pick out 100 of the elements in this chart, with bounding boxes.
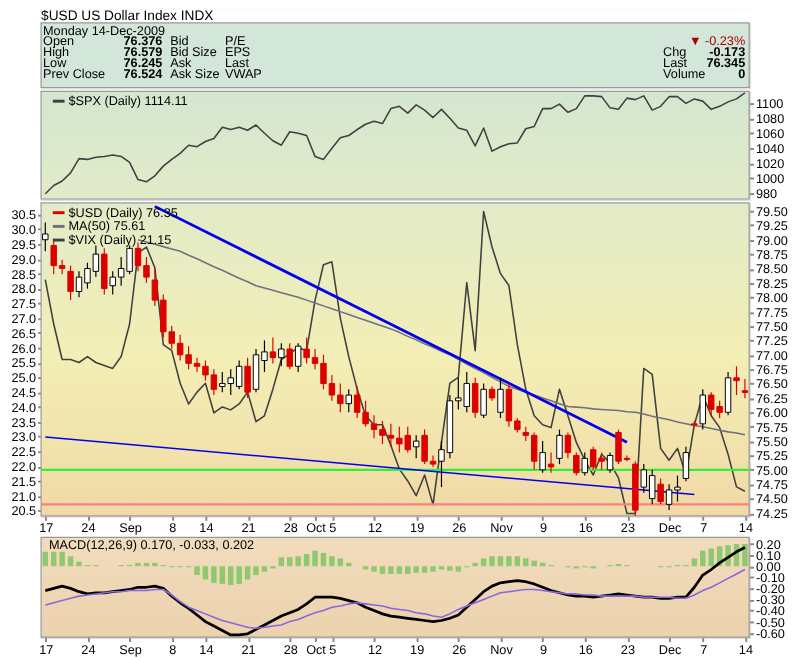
bar [379,566,386,574]
candlestick [379,420,386,445]
candlestick [724,371,732,416]
candlestick [252,348,260,393]
candlestick [733,365,740,396]
candlestick [539,440,546,474]
candlestick [412,434,420,459]
candlestick [345,388,352,413]
candlestick [657,477,664,505]
candlestick [682,446,690,482]
candlestick [707,391,715,416]
candlestick [244,357,251,399]
candlestick [294,342,302,373]
candlestick [286,342,293,370]
bar [514,556,521,567]
candlestick [396,426,403,454]
bar [497,556,504,567]
candlestick [134,242,142,272]
line-series [137,238,746,436]
candlestick [471,377,479,419]
candlestick [117,256,125,287]
bar [396,566,403,574]
candlestick [92,244,100,278]
bar [219,566,226,584]
candlestick [632,460,639,517]
bar [312,550,318,567]
bar [523,558,529,567]
candlestick [370,414,378,439]
candlestick [269,336,277,364]
candlestick [547,451,555,474]
bar [287,557,293,567]
bar [337,558,344,567]
candlestick [589,446,597,471]
candlestick [556,428,563,465]
candlestick [193,357,201,373]
bar [455,566,462,572]
candlestick [185,345,192,370]
candlestick [497,377,504,419]
bar [430,566,436,572]
candlestick [741,378,749,399]
bar [236,566,242,584]
candlestick [143,256,150,284]
line-series [44,92,746,195]
candlestick [387,423,395,448]
bar [506,556,512,567]
candlestick [505,382,513,428]
bar [59,551,65,567]
bar [742,544,748,567]
candlestick [303,336,310,364]
candlestick [320,354,327,390]
candlestick [480,382,487,419]
candlestick [573,451,580,477]
candlestick [202,359,209,382]
bar [480,558,487,567]
bar [700,550,706,567]
line-series [44,568,746,630]
bar [67,556,74,567]
candlestick [101,247,108,295]
candlestick [581,451,588,477]
candlestick [699,388,707,431]
candlestick [362,400,369,428]
bar [211,566,217,583]
candlestick [176,334,184,362]
bar [329,556,335,567]
candlestick [674,475,681,503]
candlestick [530,431,538,471]
bar [76,561,82,567]
candlestick [353,385,361,419]
candlestick [235,359,243,390]
candlestick [421,428,428,465]
candlestick [75,270,83,298]
bar [691,558,698,567]
bar [278,557,285,567]
candlestick [665,483,673,511]
bar [194,566,200,576]
line-series [44,210,746,515]
bar [421,566,428,573]
candlestick [219,371,226,393]
candlestick [615,428,622,465]
candlestick [640,463,648,494]
bar [303,554,310,567]
bar [261,566,268,572]
bar [295,556,301,567]
candlestick [463,371,470,413]
candlestick [126,244,133,275]
candlestick [278,342,285,367]
candlestick [337,382,344,413]
candlestick [67,265,74,301]
bar [388,566,394,574]
bar [531,560,537,567]
candlestick [210,368,218,396]
bar [228,566,234,586]
bar [371,566,377,572]
candlestick [648,469,656,505]
bar [413,566,419,573]
bar [253,566,259,576]
bar [489,556,495,567]
bar [405,566,411,574]
candlestick [564,431,572,459]
bar [708,548,714,567]
